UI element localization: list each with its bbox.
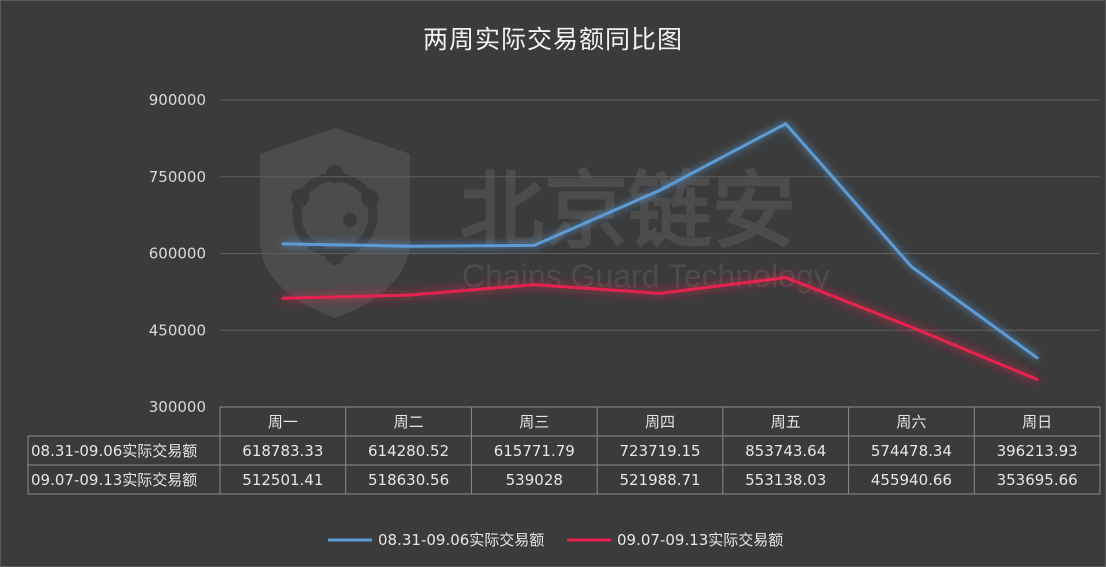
table-cell-value: 512501.41 [242,471,323,489]
series-lines [281,122,1039,381]
table-series-name: 08.31-09.06实际交易额 [31,442,197,460]
category-label: 周四 [645,413,675,431]
y-axis: 300000 450000 600000 750000 900000 [149,91,206,416]
category-label: 周六 [896,413,926,431]
watermark-logo-icon [260,128,410,318]
chart-title: 两周实际交易额同比图 [422,25,683,54]
table-series-name: 09.07-09.13实际交易额 [31,471,197,489]
table-cell-value: 723719.15 [619,442,700,460]
y-tick-label: 450000 [149,321,206,339]
data-table: 周一 周二 周三 周四 周五 周六 周日 08.31-09.06实际交易额 618783.33 6… [27,406,1101,495]
category-label: 周三 [519,413,549,431]
watermark-cn-text: 北京链安 [460,162,796,260]
legend-label: 09.07-09.13实际交易额 [617,531,783,549]
y-tick-label: 600000 [149,245,206,263]
legend: 08.31-09.06实际交易额 09.07-09.13实际交易额 [328,531,783,549]
table-cell-value: 553138.03 [745,471,826,489]
watermark-en-text: Chains Guard Technology [462,258,830,294]
table-cell-value: 614280.52 [368,442,449,460]
gridlines [220,99,1100,331]
table-cell-value: 574478.34 [871,442,952,460]
table-cell-value: 518630.56 [368,471,449,489]
legend-label: 08.31-09.06实际交易额 [378,531,544,549]
category-label: 周日 [1022,413,1052,431]
y-tick-label: 900000 [149,91,206,109]
category-label: 周二 [394,413,424,431]
y-tick-label: 300000 [149,398,206,416]
table-cell-value: 618783.33 [242,442,323,460]
category-label: 周五 [771,413,801,431]
series-line-2 [281,276,1039,381]
table-cell-value: 353695.66 [997,471,1078,489]
watermark: 北京链安 Chains Guard Technology [260,128,830,318]
table-cell-value: 853743.64 [745,442,826,460]
table-cell-value: 539028 [506,471,563,489]
table-cell-value: 396213.93 [997,442,1078,460]
y-tick-label: 750000 [149,168,206,186]
table-cell-value: 615771.79 [494,442,575,460]
table-cell-value: 521988.71 [619,471,700,489]
category-label: 周一 [268,413,298,431]
table-cell-value: 455940.66 [871,471,952,489]
